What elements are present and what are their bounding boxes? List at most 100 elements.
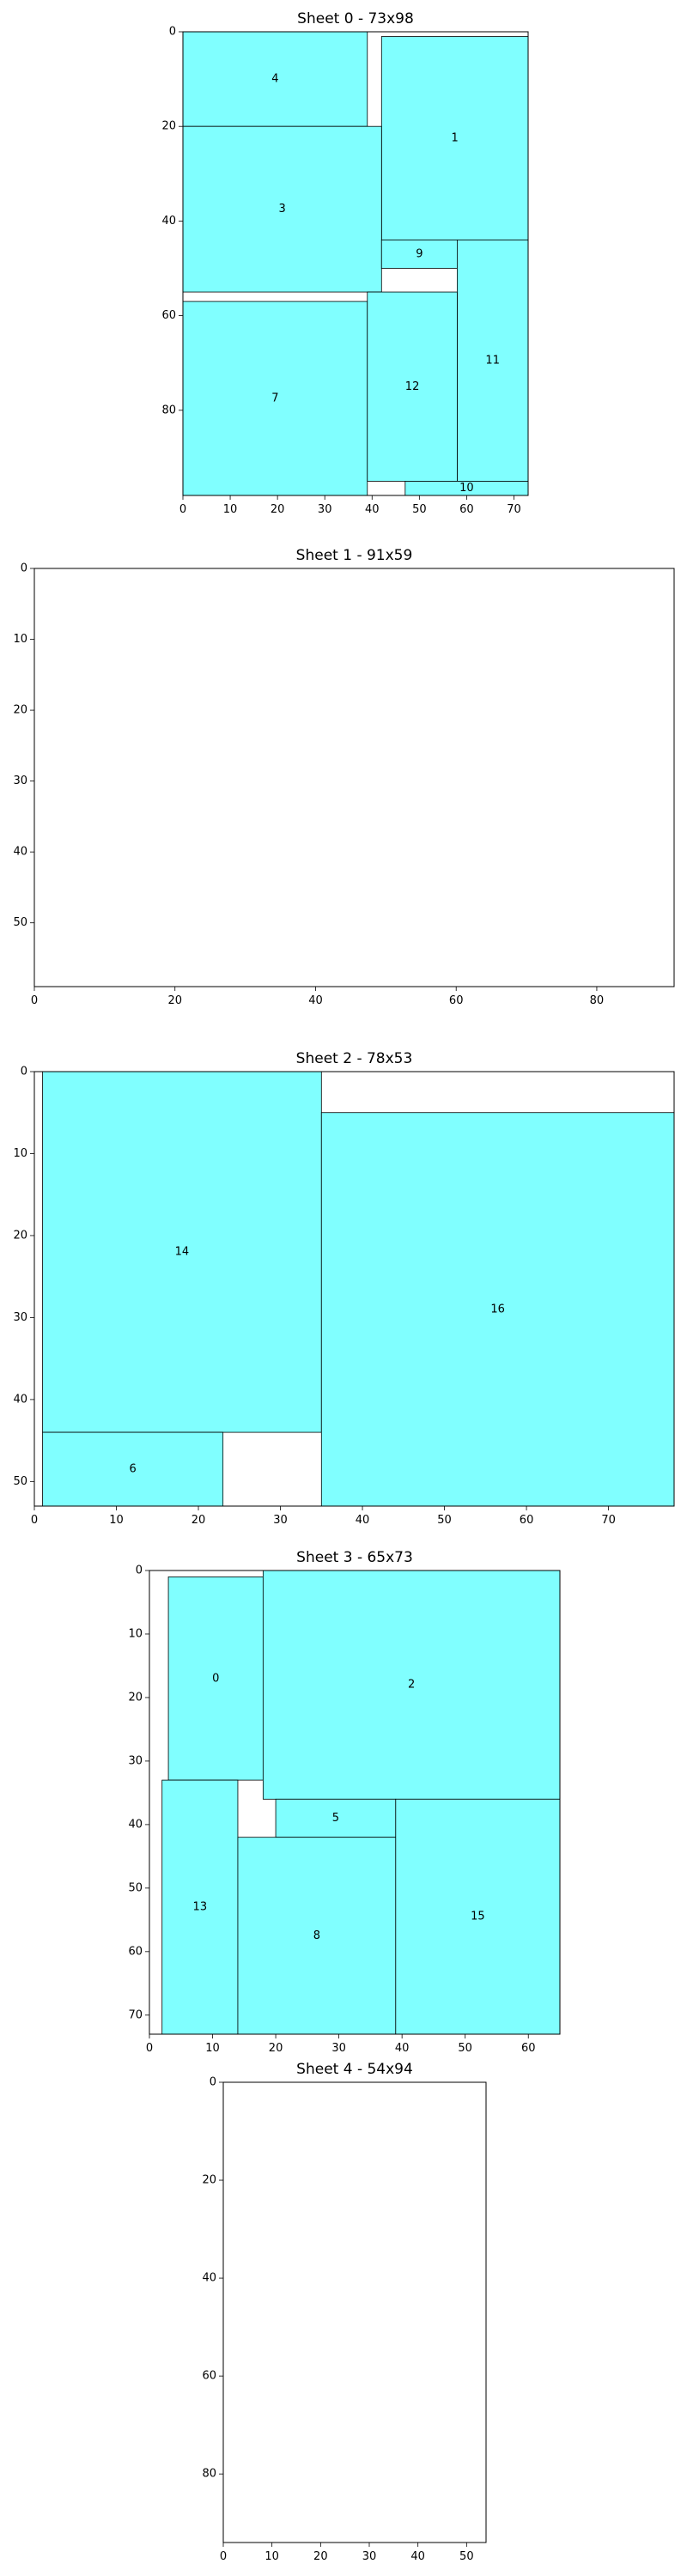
y-tick-label: 0 [21,562,27,575]
plot-frame [222,2081,487,2543]
y-tick-label: 60 [128,1945,143,1958]
y-tick-label: 0 [136,1564,143,1577]
piece-label: 14 [175,1246,190,1259]
piece-13 [161,1779,239,2035]
x-tick-label: 50 [459,2550,474,2563]
y-tick-label: 40 [161,215,176,228]
y-tick-label: 20 [13,704,27,717]
x-tick-label: 70 [507,503,521,516]
piece-label: 15 [471,1911,485,1923]
y-tick-label: 50 [13,916,27,929]
sheet-4-chart: Sheet 4 - 54x94 0 10 20 30 40 50 0 20 40 60 80 [202,2061,487,2563]
y-tick-label: 20 [161,120,176,133]
y-tick-label: 30 [128,1754,143,1767]
x-tick-label: 40 [356,1514,370,1527]
x-tick-label: 20 [269,2042,283,2055]
piece-label: 3 [279,203,286,216]
x-tick-label: 20 [313,2550,328,2563]
piece-0 [167,1576,264,1781]
piece-7 [182,301,368,496]
y-tick-label: 0 [21,1066,27,1078]
piece-4 [182,31,368,127]
x-tick-label: 70 [601,1514,616,1527]
y-tick-label: 20 [128,1691,143,1704]
y-tick-label: 60 [202,2370,216,2383]
piece-14 [42,1071,322,1433]
chart-title: Sheet 4 - 54x94 [296,2061,413,2078]
piece-label: 13 [193,1901,208,1914]
y-tick-label: 70 [128,2008,143,2021]
y-tick-label: 30 [13,775,27,787]
x-tick-label: 20 [192,1514,206,1527]
piece-12 [367,291,458,482]
plot-frame [182,31,529,496]
piece-label: 12 [405,380,420,393]
x-tick-label: 30 [362,2550,377,2563]
y-tick-label: 80 [161,404,176,416]
y-tick-label: 40 [13,846,27,859]
piece-label: 5 [332,1812,339,1825]
piece-1 [380,36,529,240]
x-tick-label: 10 [264,2550,279,2563]
piece-label: 4 [271,73,278,86]
piece-5 [275,1798,397,1838]
chart-title: Sheet 3 - 65x73 [296,1549,413,1566]
y-tick-label: 30 [13,1311,27,1324]
piece-16 [320,1112,675,1507]
x-tick-label: 50 [412,503,427,516]
y-tick-label: 10 [13,633,27,646]
piece-label: 7 [271,392,278,405]
piece-label: 9 [416,247,423,260]
sheet-3-chart: Sheet 3 - 65x73 0 2 5 13 8 15 0 10 20 30 40 50 60 0 10 2… [128,1549,561,2055]
x-tick-label: 0 [31,994,38,1007]
y-tick-label: 50 [13,1475,27,1488]
plot-frame [33,568,675,987]
x-tick-label: 20 [271,503,285,516]
y-tick-label: 20 [13,1229,27,1242]
sheet-1-chart: Sheet 1 - 91x59 0 20 40 60 80 0 10 20 30 40 50 [13,547,675,1007]
x-tick-label: 10 [205,2042,220,2055]
chart-title: Sheet 1 - 91x59 [296,547,413,564]
x-tick-label: 0 [31,1514,38,1527]
chart-title: Sheet 0 - 73x98 [297,10,414,27]
x-tick-label: 40 [395,2042,410,2055]
y-tick-label: 50 [128,1881,143,1894]
piece-6 [42,1431,224,1507]
y-tick-label: 60 [161,309,176,322]
y-tick-label: 0 [169,26,176,39]
y-tick-label: 80 [202,2468,216,2481]
x-tick-label: 50 [458,2042,472,2055]
x-tick-label: 0 [220,2550,227,2563]
x-tick-label: 40 [365,503,380,516]
piece-label: 6 [129,1463,136,1476]
x-tick-label: 0 [179,503,186,516]
y-tick-label: 20 [202,2174,216,2187]
x-tick-label: 80 [590,994,605,1007]
piece-label: 8 [313,1929,320,1942]
piece-3 [182,125,382,293]
chart-title: Sheet 2 - 78x53 [296,1050,413,1067]
piece-label: 2 [408,1679,415,1692]
y-tick-label: 40 [13,1393,27,1406]
y-tick-label: 10 [128,1627,143,1640]
x-tick-label: 10 [109,1514,124,1527]
piece-label: 10 [459,482,474,495]
y-tick-label: 0 [210,2076,216,2089]
piece-15 [395,1798,561,2035]
plot-frame [33,1071,675,1507]
x-tick-label: 30 [331,2042,346,2055]
piece-8 [237,1837,397,2035]
sheet-0-chart: Sheet 0 - 73x98 4 1 3 9 11 7 12 10 0 10 20 30 40 50 60 7… [161,10,529,516]
x-tick-label: 60 [521,2042,536,2055]
y-tick-label: 40 [202,2272,216,2285]
y-tick-label: 10 [13,1147,27,1160]
x-tick-label: 60 [520,1514,534,1527]
x-tick-label: 40 [308,994,323,1007]
piece-label: 0 [212,1672,219,1685]
x-tick-label: 30 [318,503,332,516]
x-tick-label: 50 [437,1514,452,1527]
x-tick-label: 60 [459,503,474,516]
x-tick-label: 10 [223,503,238,516]
